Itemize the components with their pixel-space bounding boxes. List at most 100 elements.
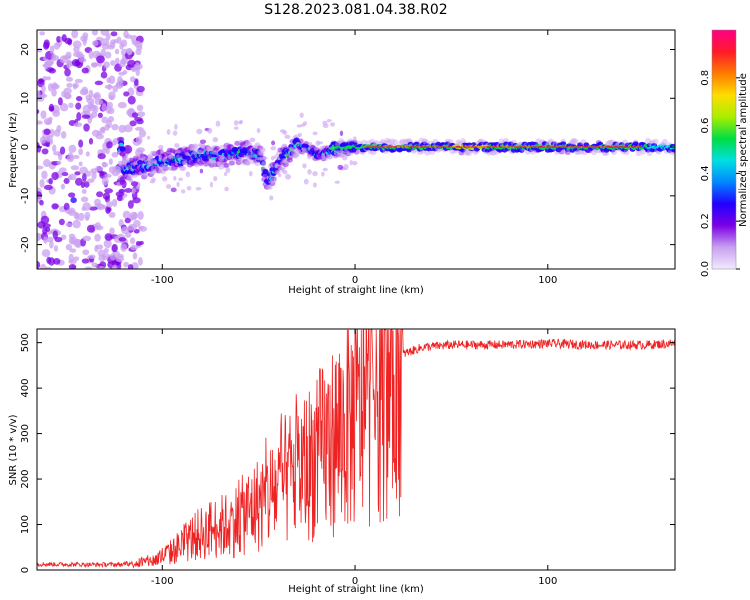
heatmap-cell [209,158,213,164]
heatmap-cell [66,82,73,88]
heatmap-cell [119,42,124,50]
heatmap-cell [37,261,41,269]
heatmap-cell [119,146,126,152]
heatmap-cell [76,112,82,121]
heatmap-cell [211,151,217,155]
spectrogram-heatmap [37,30,675,269]
heatmap-cell [40,110,47,119]
heatmap-cell [65,209,74,215]
heatmap-cell [53,245,59,252]
heatmap-cell [72,40,82,49]
heatmap-cell [82,202,92,211]
heatmap-cell [65,76,73,82]
heatmap-cell [104,233,113,241]
heatmap-cell [37,120,43,125]
heatmap-cell [104,84,114,90]
heatmap-cell [490,149,497,156]
heatmap-cell [612,141,619,147]
heatmap-cell [67,39,73,46]
heatmap-cell [343,163,349,171]
heatmap-cell [94,98,104,105]
heatmap-cell [40,93,48,98]
heatmap-cell [161,176,168,182]
heatmap-cell [101,103,107,111]
y-tick-label: 200 [20,470,31,489]
heatmap-cell [70,197,77,204]
heatmap-cell [91,262,98,268]
heatmap-cell [572,138,579,145]
heatmap-cell [96,191,104,198]
heatmap-cell [84,266,93,269]
heatmap-cell [302,163,307,169]
heatmap-cell [111,198,118,207]
colorbar-tick-label: 0.8 [700,70,711,86]
heatmap-cell [130,187,136,195]
heatmap-cell [111,169,120,177]
heatmap-cell [41,249,51,258]
heatmap-cell [82,104,92,114]
heatmap-cell [53,258,61,265]
heatmap-cell [271,140,276,146]
heatmap-cell [322,120,328,125]
heatmap-cell [103,239,112,249]
figure-title: S128.2023.081.04.38.R02 [264,2,447,18]
heatmap-cell [125,34,133,39]
heatmap-cell [41,148,49,155]
heatmap-cell [129,120,137,127]
heatmap-cell [75,177,83,186]
heatmap-cell [349,160,354,166]
heatmap-cell [89,101,95,109]
heatmap-cell [174,123,178,130]
spectrogram-y-ticks: -20 -10 0 10 20 [20,43,675,253]
colorbar-frame [711,29,737,270]
heatmap-cell [225,167,231,174]
heatmap-cell [280,167,285,173]
heatmap-cell [110,60,116,66]
heatmap-cell [392,139,399,146]
heatmap-cell [104,51,112,59]
heatmap-cell [285,174,291,180]
heatmap-cell [212,156,217,161]
heatmap-cell [51,88,57,97]
heatmap-cell [88,206,98,211]
heatmap-cell [266,184,273,190]
heatmap-cell [82,36,87,46]
heatmap-cell [103,248,109,254]
heatmap-cell [215,120,221,127]
heatmap-cell [402,138,409,145]
heatmap-cell [635,150,642,157]
heatmap-cell [114,48,120,55]
heatmap-cell [212,136,219,143]
snr-series-line [37,329,675,569]
heatmap-cell [86,224,96,233]
heatmap-cell [213,176,218,182]
heatmap-cell [120,243,127,252]
heatmap-cell [119,61,126,68]
heatmap-cell [302,121,308,126]
x-tick-label: -100 [151,576,174,587]
y-tick-label: 500 [20,333,31,352]
heatmap-cell [65,244,73,251]
heatmap-cell [51,53,57,62]
heatmap-cell [78,161,83,167]
heatmap-cell [214,145,221,151]
heatmap-cell [73,211,78,220]
heatmap-cell [223,171,228,177]
heatmap-cell [136,118,144,125]
heatmap-cell [274,162,279,168]
heatmap-cell [81,258,90,264]
heatmap-cell [97,112,103,119]
heatmap-cell [115,83,124,88]
snr-frame [36,328,676,571]
heatmap-cell [37,165,44,170]
heatmap-cell [136,104,144,112]
colorbar-tick-label: 0.0 [700,261,711,277]
heatmap-cell [59,103,69,112]
y-tick-label: 0 [20,144,31,150]
heatmap-cell [42,76,48,81]
heatmap-cell [170,187,177,193]
heatmap-cell [72,219,81,229]
heatmap-cell [48,257,55,266]
heatmap-cell [127,87,135,97]
